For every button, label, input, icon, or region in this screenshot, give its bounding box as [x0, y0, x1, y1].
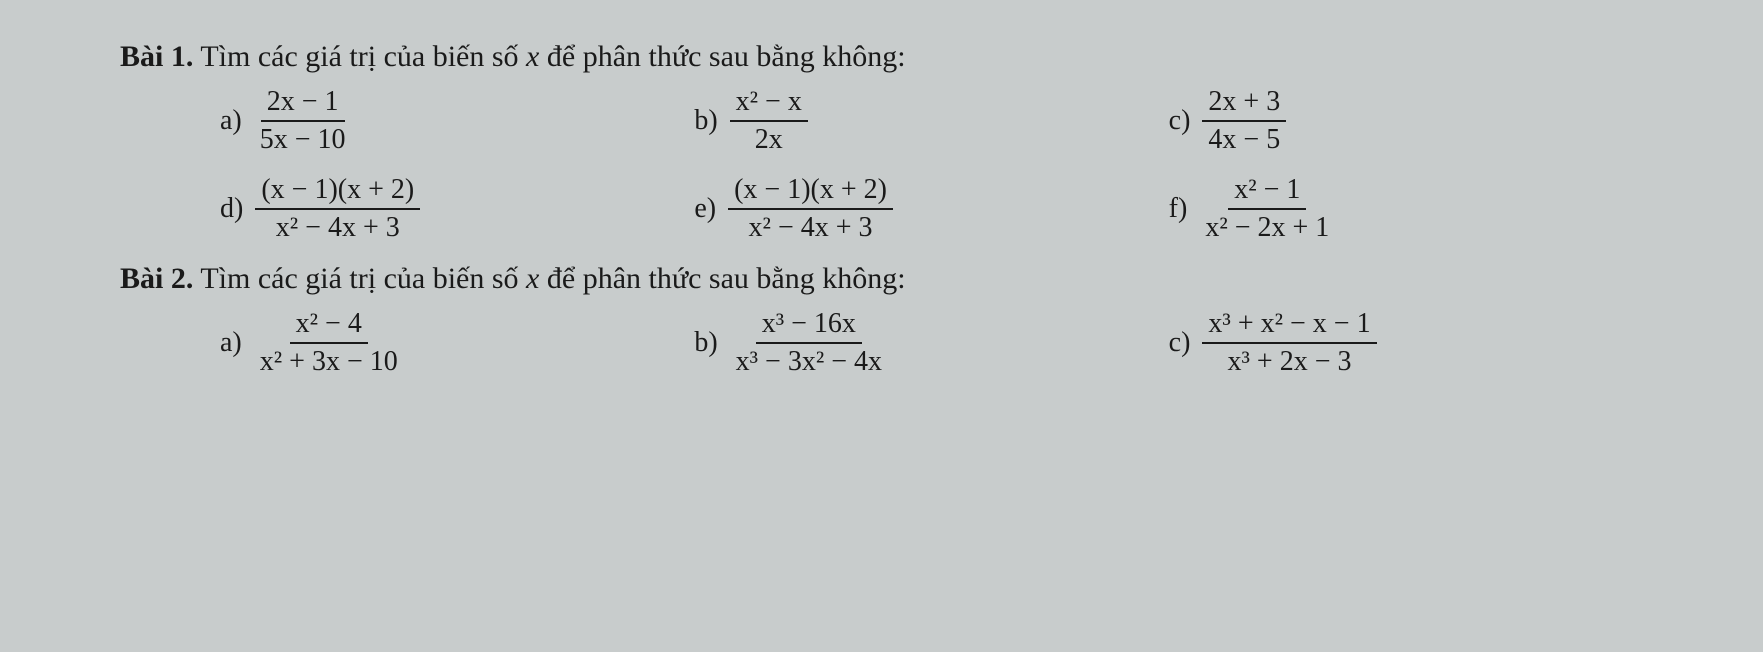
fraction-1b-den: 2x: [749, 122, 789, 156]
option-1a: a) 2x − 1 5x − 10: [220, 86, 694, 156]
fraction-1a: 2x − 1 5x − 10: [254, 86, 352, 156]
option-label-1b: b): [694, 105, 717, 137]
problem-2-title: Bài 2. Tìm các giá trị của biến số x để …: [120, 262, 1643, 296]
fraction-1d: (x − 1)(x + 2) x² − 4x + 3: [255, 174, 420, 244]
option-1f: f) x² − 1 x² − 2x + 1: [1169, 174, 1643, 244]
problem-2-var: x: [526, 262, 539, 295]
fraction-1e-den: x² − 4x + 3: [743, 210, 879, 244]
fraction-1f-den: x² − 2x + 1: [1199, 210, 1335, 244]
fraction-1c-den: 4x − 5: [1202, 122, 1286, 156]
fraction-2b-num: x³ − 16x: [756, 308, 862, 344]
fraction-1c: 2x + 3 4x − 5: [1202, 86, 1286, 156]
option-1d: d) (x − 1)(x + 2) x² − 4x + 3: [220, 174, 694, 244]
option-label-2c: c): [1169, 327, 1191, 359]
fraction-1e-num: (x − 1)(x + 2): [728, 174, 893, 210]
problem-1-var: x: [526, 40, 539, 73]
fraction-1b-num: x² − x: [730, 86, 808, 122]
fraction-1d-den: x² − 4x + 3: [270, 210, 406, 244]
problem-1-row-2: d) (x − 1)(x + 2) x² − 4x + 3 e) (x − 1)…: [120, 174, 1643, 244]
option-label-1f: f): [1169, 193, 1188, 225]
option-label-1c: c): [1169, 105, 1191, 137]
fraction-2a: x² − 4 x² + 3x − 10: [254, 308, 404, 378]
fraction-2b: x³ − 16x x³ − 3x² − 4x: [730, 308, 888, 378]
problem-2-row-1: a) x² − 4 x² + 3x − 10 b) x³ − 16x x³ − …: [120, 308, 1643, 378]
problem-1-title: Bài 1. Tìm các giá trị của biến số x để …: [120, 40, 1643, 74]
fraction-1a-den: 5x − 10: [254, 122, 352, 156]
option-label-2b: b): [694, 327, 717, 359]
option-1c: c) 2x + 3 4x − 5: [1169, 86, 1643, 156]
problem-2-text-b: để phân thức sau bằng không:: [547, 262, 906, 295]
option-label-1e: e): [694, 193, 716, 225]
fraction-2c-num: x³ + x² − x − 1: [1202, 308, 1376, 344]
problem-1-text-a: Tìm các giá trị của biến số: [200, 40, 518, 73]
option-label-2a: a): [220, 327, 242, 359]
problem-1-row-1: a) 2x − 1 5x − 10 b) x² − x 2x c) 2x + 3…: [120, 86, 1643, 156]
problem-2-label: Bài 2.: [120, 262, 193, 295]
problem-1-label: Bài 1.: [120, 40, 193, 73]
fraction-1e: (x − 1)(x + 2) x² − 4x + 3: [728, 174, 893, 244]
fraction-2c-den: x³ + 2x − 3: [1222, 344, 1358, 378]
fraction-1f: x² − 1 x² − 2x + 1: [1199, 174, 1335, 244]
fraction-2a-num: x² − 4: [290, 308, 368, 344]
problem-1-text-b: để phân thức sau bằng không:: [547, 40, 906, 73]
fraction-1d-num: (x − 1)(x + 2): [255, 174, 420, 210]
fraction-1f-num: x² − 1: [1228, 174, 1306, 210]
option-label-1a: a): [220, 105, 242, 137]
fraction-1c-num: 2x + 3: [1202, 86, 1286, 122]
option-1b: b) x² − x 2x: [694, 86, 1168, 156]
fraction-2c: x³ + x² − x − 1 x³ + 2x − 3: [1202, 308, 1376, 378]
option-2a: a) x² − 4 x² + 3x − 10: [220, 308, 694, 378]
fraction-1b: x² − x 2x: [730, 86, 808, 156]
problem-2-text-a: Tìm các giá trị của biến số: [200, 262, 518, 295]
option-1e: e) (x − 1)(x + 2) x² − 4x + 3: [694, 174, 1168, 244]
option-label-1d: d): [220, 193, 243, 225]
fraction-1a-num: 2x − 1: [261, 86, 345, 122]
option-2c: c) x³ + x² − x − 1 x³ + 2x − 3: [1169, 308, 1643, 378]
fraction-2b-den: x³ − 3x² − 4x: [730, 344, 888, 378]
fraction-2a-den: x² + 3x − 10: [254, 344, 404, 378]
option-2b: b) x³ − 16x x³ − 3x² − 4x: [694, 308, 1168, 378]
